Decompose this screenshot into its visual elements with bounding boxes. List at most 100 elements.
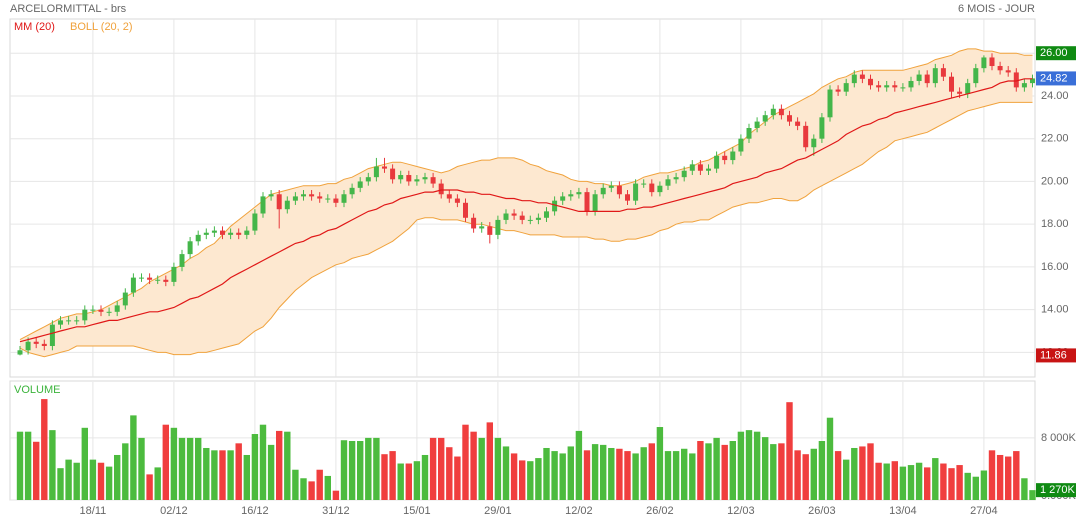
candle-body: [276, 194, 282, 210]
candle-body: [762, 115, 768, 122]
volume-bar: [276, 430, 283, 500]
y-tick-label: 16.00: [1041, 261, 1069, 273]
volume-bar: [308, 481, 315, 500]
x-tick-label: 12/02: [565, 505, 593, 517]
candle-body: [552, 200, 558, 212]
x-tick-label: 26/03: [808, 505, 836, 517]
volume-bar: [996, 454, 1004, 500]
volume-bar: [883, 463, 890, 500]
volume-bar: [770, 444, 777, 500]
volume-bar: [988, 450, 996, 500]
candle-body: [535, 217, 541, 220]
candle-body: [835, 89, 841, 92]
candle-body: [309, 194, 315, 197]
candle-body: [463, 202, 468, 218]
candle-body: [82, 309, 88, 321]
candle-body: [665, 179, 671, 186]
bollinger-lower: [19, 101, 1033, 358]
candle-body: [228, 232, 234, 235]
volume-bar: [470, 431, 477, 500]
volume-bar: [778, 443, 785, 500]
candle-body: [673, 177, 679, 180]
candle-body: [33, 341, 39, 344]
volume-bar: [178, 437, 186, 500]
volume-bar: [648, 443, 655, 500]
volume-bar: [705, 443, 712, 500]
volume-bar: [924, 467, 931, 500]
candle-body: [527, 219, 533, 221]
volume-bar: [591, 444, 599, 500]
volume-bar: [267, 444, 275, 500]
candle-body: [74, 320, 80, 322]
candle-body: [795, 121, 801, 126]
candle-body: [220, 230, 225, 235]
volume-bar: [211, 450, 218, 500]
candle-body: [973, 68, 979, 84]
volume-bar: [502, 446, 510, 500]
candle-body: [851, 74, 857, 84]
candle-body: [811, 138, 817, 148]
volume-bar: [203, 447, 210, 500]
y-tick-label: 8 000K: [1041, 432, 1077, 444]
price-panel: [9, 18, 1036, 378]
candle-body: [633, 183, 639, 201]
candle-body: [697, 164, 703, 171]
candle-body: [503, 213, 509, 220]
price-badge: [1036, 71, 1076, 86]
candle-body: [106, 311, 112, 313]
candle-body: [649, 183, 655, 193]
volume-bar: [195, 437, 202, 500]
volume-bar: [729, 441, 736, 500]
candle-body: [49, 324, 55, 347]
candle-body: [487, 226, 493, 235]
volume-bar: [421, 454, 429, 500]
candle-body: [495, 219, 501, 235]
volume-bar: [397, 463, 404, 500]
volume-bar: [478, 437, 485, 500]
candle-body: [827, 89, 833, 118]
volume-bar: [834, 451, 842, 500]
volume-bar: [227, 450, 234, 500]
price-badge-label: 11.86: [1040, 349, 1067, 361]
legend-entry: BOLL (20, 2): [70, 21, 133, 33]
bollinger-fill: [20, 48, 1033, 357]
candle-body: [641, 183, 647, 185]
candle-body: [997, 66, 1003, 71]
volume-bar: [324, 475, 331, 500]
volume-bar: [340, 440, 348, 500]
volume-bar: [1005, 456, 1012, 500]
candle-body: [722, 155, 728, 161]
price-badge-label: 24.82: [1040, 72, 1068, 84]
volume-bar: [49, 430, 56, 500]
candle-body: [681, 170, 687, 178]
x-tick-label: 27/04: [970, 505, 998, 517]
candle-body: [876, 85, 882, 88]
candle-body: [284, 200, 290, 210]
candle-body: [884, 85, 890, 88]
candle-body: [868, 78, 873, 86]
candle-body: [657, 185, 663, 193]
volume-bar: [567, 446, 574, 500]
candle-body: [414, 179, 420, 182]
candle-body: [940, 68, 946, 77]
volume-bar: [292, 469, 299, 500]
volume-bar: [843, 459, 850, 500]
volume-bar: [948, 468, 955, 500]
candle-body: [949, 76, 954, 92]
volume-bar: [826, 417, 834, 500]
volume-bar: [16, 431, 24, 500]
x-tick-label: 13/04: [889, 505, 917, 517]
volume-bar: [284, 431, 291, 500]
volume-bar: [24, 431, 32, 500]
bollinger-upper: [19, 48, 1033, 341]
candle-body: [479, 226, 485, 229]
volume-bar: [681, 448, 688, 500]
volume-bar: [932, 458, 939, 500]
candle-body: [770, 108, 776, 116]
volume-bar: [122, 443, 129, 500]
price-badge-label: 26.00: [1040, 47, 1068, 59]
volume-bar: [413, 461, 421, 500]
candle-body: [114, 305, 120, 312]
candle-body: [163, 279, 169, 282]
volume-bar: [875, 462, 882, 500]
